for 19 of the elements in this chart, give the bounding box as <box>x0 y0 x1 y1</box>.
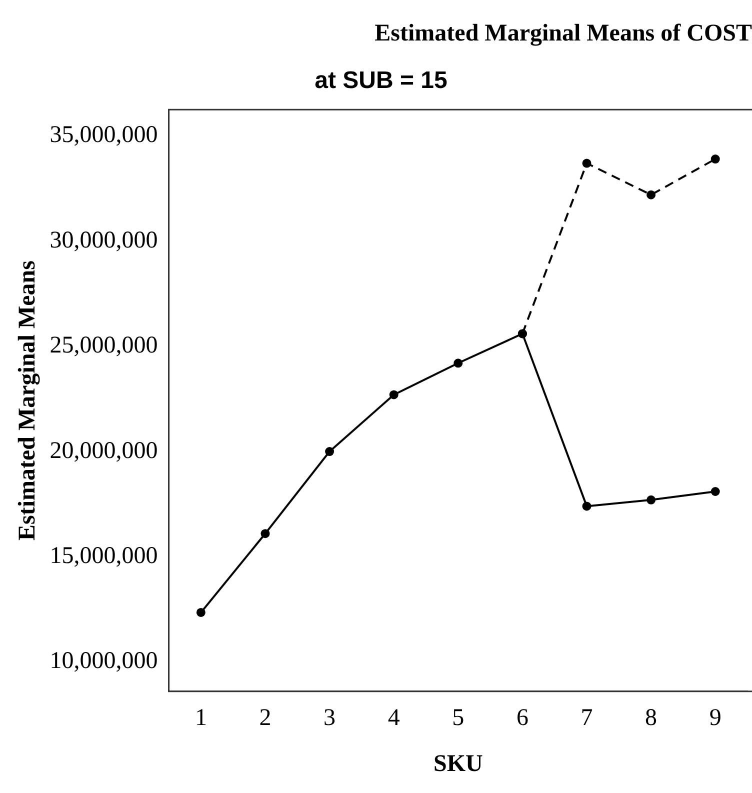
x-tick-label: 3 <box>324 705 336 732</box>
y-tick-label: 30,000,000 <box>50 227 158 254</box>
x-axis-title: SKU <box>433 750 483 777</box>
x-tick-label: 9 <box>709 705 722 732</box>
x-tick-label: 2 <box>259 705 272 732</box>
y-axis-title: Estimated Marginal Means <box>14 260 41 540</box>
y-tick-label: 35,000,000 <box>50 122 158 148</box>
x-tick-label: 8 <box>645 705 658 732</box>
x-tick-label: 5 <box>452 705 464 732</box>
y-tick-label: 10,000,000 <box>50 648 158 674</box>
y-tick-label: 25,000,000 <box>50 332 158 359</box>
y-tick-label: 15,000,000 <box>50 543 158 570</box>
chart-subtitle: at SUB = 15 <box>314 66 448 94</box>
x-tick-label: 1 <box>194 705 207 732</box>
x-tick-label: 6 <box>516 705 528 732</box>
x-tick-label: 7 <box>580 705 593 732</box>
y-tick-label: 20,000,000 <box>50 438 158 464</box>
x-tick-label: 4 <box>388 705 400 732</box>
chart-title: Estimated Marginal Means of COST <box>374 20 752 47</box>
